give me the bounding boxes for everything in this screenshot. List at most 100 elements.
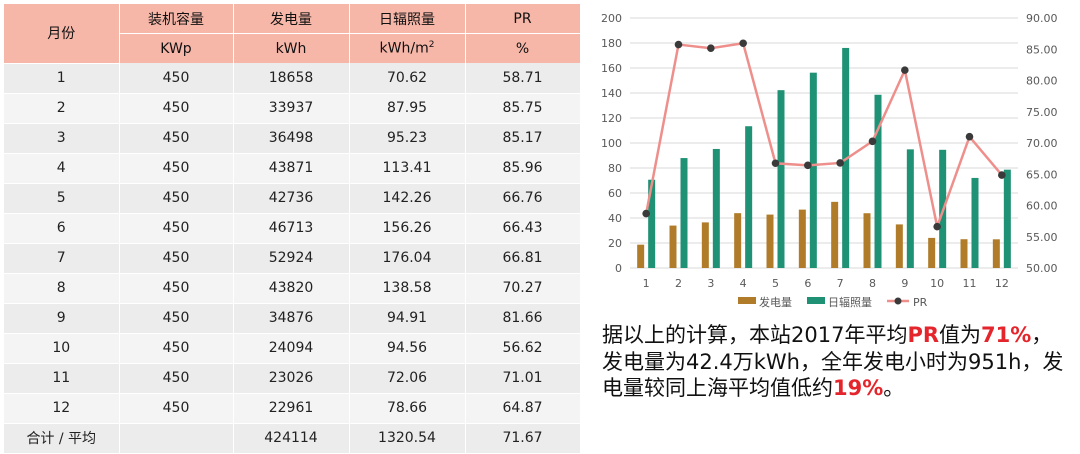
cell-generation: 24094 xyxy=(233,333,350,364)
table-row: 3 450 36498 95.23 85.17 xyxy=(4,123,581,154)
conclusion-part-2: 值为 xyxy=(939,323,982,347)
table-row: 9 450 34876 94.91 81.66 xyxy=(4,303,581,334)
table-row: 1 450 18658 70.62 58.71 xyxy=(4,63,581,94)
generation-bar xyxy=(701,222,709,268)
cell-month: 2 xyxy=(4,93,120,124)
generation-bar xyxy=(766,214,774,268)
irradiation-bar xyxy=(712,148,720,268)
irradiation-bar xyxy=(906,149,914,268)
y-left-tick-label: 40 xyxy=(608,212,622,225)
y-left-tick-label: 120 xyxy=(601,112,622,125)
cell-capacity: 450 xyxy=(119,273,234,304)
generation-bar xyxy=(734,213,742,268)
pr-point xyxy=(965,132,974,141)
cell-generation: 43820 xyxy=(233,273,350,304)
y-right-tick-label: 55.00 xyxy=(1026,231,1058,244)
y-left-tick-label: 20 xyxy=(608,237,622,250)
cell-capacity: 450 xyxy=(119,393,234,424)
y-right-tick-label: 85.00 xyxy=(1026,43,1058,56)
pr-point xyxy=(642,209,650,218)
pr-point xyxy=(868,137,877,146)
cell-month: 8 xyxy=(4,273,120,304)
y-right-tick-label: 50.00 xyxy=(1026,262,1058,275)
irradiation-bar xyxy=(1003,169,1011,268)
table-row: 5 450 42736 142.26 66.76 xyxy=(4,183,581,214)
pr-point xyxy=(933,222,941,231)
cell-irradiation: 70.62 xyxy=(349,63,466,94)
x-tick-label: 10 xyxy=(930,277,944,290)
pr-point xyxy=(836,159,844,167)
conclusion-diff-value: 19% xyxy=(833,376,884,400)
table-row: 11 450 23026 72.06 71.01 xyxy=(4,363,581,394)
cell-irradiation: 72.06 xyxy=(349,363,466,394)
cell-generation: 424114 xyxy=(233,423,350,454)
pr-point xyxy=(771,159,780,168)
cell-pr: 71.01 xyxy=(465,363,581,394)
cell-generation: 33937 xyxy=(233,93,350,124)
x-tick-label: 1 xyxy=(643,277,650,290)
generation-bar xyxy=(669,225,677,268)
cell-pr: 66.43 xyxy=(465,213,581,244)
y-left-tick-label: 60 xyxy=(608,187,622,200)
cell-irradiation: 87.95 xyxy=(349,93,466,124)
cell-capacity: 450 xyxy=(119,333,234,364)
table-row: 2 450 33937 87.95 85.75 xyxy=(4,93,581,124)
cell-capacity: 450 xyxy=(119,63,234,94)
pr-point xyxy=(998,171,1006,179)
cell-capacity: 450 xyxy=(119,213,234,244)
cell-capacity: 450 xyxy=(119,153,234,184)
pr-point xyxy=(674,40,683,49)
generation-bar xyxy=(960,239,968,268)
x-tick-label: 2 xyxy=(675,277,682,290)
x-tick-label: 9 xyxy=(901,277,908,290)
legend-swatch xyxy=(807,297,825,304)
legend-swatch xyxy=(738,297,756,304)
cell-pr: 81.66 xyxy=(465,303,581,334)
cell-pr: 85.96 xyxy=(465,153,581,184)
unit-irradiation: kWh/m2 xyxy=(349,33,466,63)
generation-bar xyxy=(863,213,871,268)
x-tick-label: 7 xyxy=(837,277,844,290)
cell-capacity xyxy=(119,423,234,454)
unit-capacity: KWp xyxy=(119,33,234,63)
x-tick-label: 6 xyxy=(804,277,811,290)
cell-month: 12 xyxy=(4,393,120,424)
y-right-tick-label: 60.00 xyxy=(1026,200,1058,213)
cell-pr: 85.17 xyxy=(465,123,581,154)
cell-irradiation: 1320.54 xyxy=(349,423,466,454)
cell-month: 5 xyxy=(4,183,120,214)
unit-generation: kWh xyxy=(233,33,350,63)
cell-irradiation: 113.41 xyxy=(349,153,466,184)
x-tick-label: 11 xyxy=(963,277,977,290)
header-pr: PR xyxy=(465,4,581,34)
table-total-row: 合计 / 平均 424114 1320.54 71.67 xyxy=(4,423,581,454)
cell-month: 4 xyxy=(4,153,120,184)
generation-bar xyxy=(895,224,903,268)
y-left-tick-label: 100 xyxy=(601,137,622,150)
cell-generation: 42736 xyxy=(233,183,350,214)
cell-irradiation: 78.66 xyxy=(349,393,466,424)
y-left-tick-label: 80 xyxy=(608,162,622,175)
conclusion-pr-label: PR xyxy=(907,323,940,347)
irradiation-bar xyxy=(971,177,979,268)
cell-generation: 23026 xyxy=(233,363,350,394)
legend-marker xyxy=(894,297,902,305)
y-left-tick-label: 140 xyxy=(601,87,622,100)
cell-month: 1 xyxy=(4,63,120,94)
y-right-tick-label: 90.00 xyxy=(1026,12,1058,25)
cell-irradiation: 94.56 xyxy=(349,333,466,364)
generation-bar xyxy=(992,239,1000,268)
pr-point xyxy=(804,161,812,170)
generation-bar xyxy=(928,237,936,268)
table-body: 1 450 18658 70.62 58.71 2 450 33937 87.95 85.75 3 4… xyxy=(4,63,581,454)
cell-month: 7 xyxy=(4,243,120,274)
y-left-tick-label: 160 xyxy=(601,62,622,75)
cell-generation: 52924 xyxy=(233,243,350,274)
cell-irradiation: 95.23 xyxy=(349,123,466,154)
cell-generation: 22961 xyxy=(233,393,350,424)
cell-month: 6 xyxy=(4,213,120,244)
irradiation-bar xyxy=(809,72,817,268)
cell-irradiation: 176.04 xyxy=(349,243,466,274)
y-right-tick-label: 80.00 xyxy=(1026,75,1058,88)
table-row: 7 450 52924 176.04 66.81 xyxy=(4,243,581,274)
